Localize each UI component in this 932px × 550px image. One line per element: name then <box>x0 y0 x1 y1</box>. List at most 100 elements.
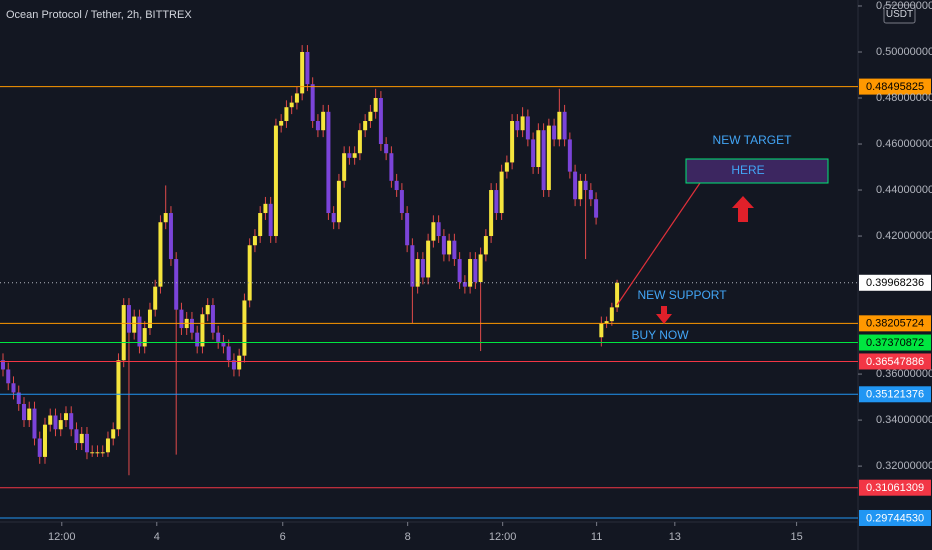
candle-body <box>242 300 247 356</box>
candle-body <box>53 415 58 430</box>
x-tick-label: 11 <box>591 531 602 543</box>
candle-body <box>84 433 89 453</box>
candle-body <box>289 102 294 108</box>
candle-body <box>410 245 415 287</box>
candle-body <box>147 309 152 329</box>
candle-body <box>95 452 100 454</box>
candle-body <box>562 111 567 140</box>
candle-body <box>615 282 620 308</box>
arrow-up <box>732 196 754 222</box>
candle-body <box>16 392 21 404</box>
candle-body <box>79 433 84 444</box>
annotation-text: NEW TARGET <box>713 133 793 147</box>
level-label: 0.37370872 <box>866 337 924 349</box>
y-tick-label: 0.34000000 <box>876 414 932 426</box>
candle-body <box>336 180 341 223</box>
candle-body <box>531 139 536 168</box>
candle-body <box>557 111 562 140</box>
candle-body <box>294 93 299 103</box>
candle-body <box>132 316 137 333</box>
candle-body <box>189 318 194 333</box>
candle-body <box>594 199 599 218</box>
candle-body <box>515 121 520 131</box>
candle-body <box>105 438 110 453</box>
level-label-box <box>859 353 931 370</box>
candle-body <box>504 162 509 172</box>
candle-body <box>121 305 126 361</box>
level-label: 0.39968236 <box>866 277 924 289</box>
candle-body <box>263 203 268 214</box>
candle-body <box>483 236 488 255</box>
candle-body <box>373 98 378 112</box>
candle-body <box>315 121 320 131</box>
candle-body <box>588 190 593 200</box>
candle-body <box>436 222 441 237</box>
candle-body <box>415 259 420 287</box>
candle-body <box>342 153 347 181</box>
candle-body <box>142 328 147 347</box>
candle-body <box>431 222 436 241</box>
candle-body <box>363 121 368 131</box>
annotation-text: BUY NOW <box>631 328 689 342</box>
trend-line <box>616 182 701 306</box>
level-label-box <box>859 386 931 403</box>
level-label-box <box>859 334 931 351</box>
candle-body <box>468 259 473 287</box>
candle-body <box>179 309 184 329</box>
candle-body <box>252 236 257 246</box>
candle-body <box>168 213 173 260</box>
candle-body <box>237 355 242 370</box>
candle-body <box>378 98 383 145</box>
level-label: 0.35121376 <box>866 389 924 401</box>
currency-box[interactable] <box>883 4 916 24</box>
candle-body <box>420 259 425 278</box>
candle-body <box>310 84 315 122</box>
currency-label: USDT <box>886 9 913 20</box>
candle-body <box>457 259 462 283</box>
x-tick-label: 15 <box>790 531 802 543</box>
candle-body <box>405 213 410 246</box>
candle-body <box>583 180 588 191</box>
candle-body <box>195 332 200 347</box>
candle-body <box>58 420 63 430</box>
candle-body <box>321 111 326 131</box>
candle-body <box>525 116 530 140</box>
candle-body <box>609 307 614 322</box>
y-tick-label: 0.48000000 <box>876 92 932 104</box>
y-tick-label: 0.46000000 <box>876 138 932 150</box>
candle-body <box>37 438 42 457</box>
candle-body <box>210 305 215 333</box>
candle-body <box>520 116 525 131</box>
candle-body <box>174 259 179 310</box>
candle-body <box>63 413 68 421</box>
candle-body <box>347 153 352 158</box>
annotation-text: HERE <box>731 163 764 177</box>
candle-body <box>163 213 168 223</box>
candle-body <box>32 408 37 439</box>
x-tick-label: 8 <box>405 531 411 543</box>
candle-body <box>268 203 273 237</box>
candle-body <box>573 171 578 200</box>
candle-body <box>478 254 483 283</box>
level-label: 0.31061309 <box>866 482 924 494</box>
candle-body <box>394 180 399 191</box>
candle-body <box>21 403 26 421</box>
candle-body <box>111 429 116 439</box>
y-tick-label: 0.50000000 <box>876 46 932 58</box>
candle-body <box>326 111 331 214</box>
candle-body <box>473 259 478 283</box>
level-label-box <box>859 315 931 332</box>
arrow-down <box>656 306 672 324</box>
level-label-box <box>859 78 931 95</box>
candle-body <box>426 240 431 278</box>
candle-body <box>11 383 16 393</box>
candle-body <box>536 130 541 168</box>
level-label: 0.29744530 <box>866 512 924 524</box>
candle-body <box>247 245 252 301</box>
y-tick-label: 0.44000000 <box>876 184 932 196</box>
levels: 0.48495825 0.39968236 0.38205724 0.37370872… <box>0 78 931 526</box>
y-tick-label: 0.52000000 <box>876 0 932 12</box>
x-tick-label: 12:00 <box>48 531 76 543</box>
